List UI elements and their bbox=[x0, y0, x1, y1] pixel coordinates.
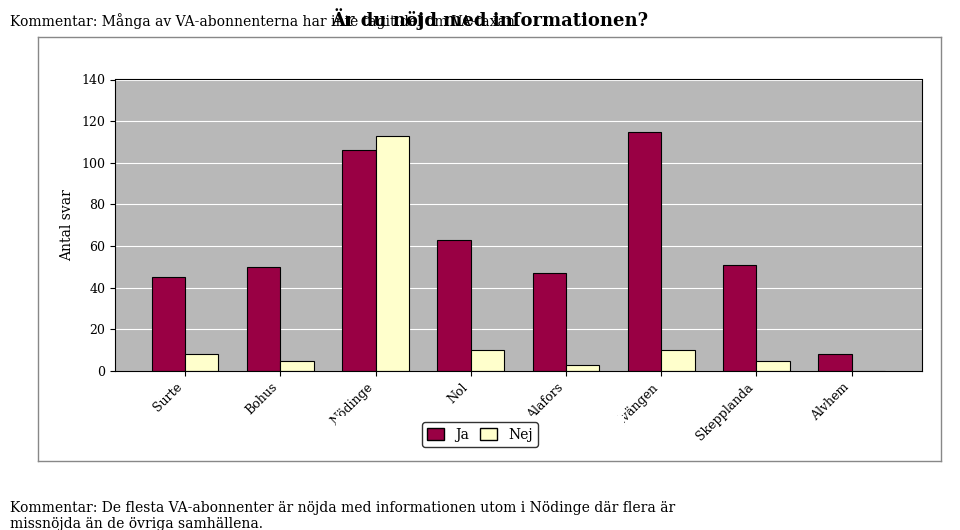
Bar bbox=[628, 131, 661, 371]
Y-axis label: Antal svar: Antal svar bbox=[60, 189, 75, 261]
Bar bbox=[756, 360, 790, 371]
Text: Kommentar: Många av VA-abonnenterna har inte tagit del om VA-taxan.: Kommentar: Många av VA-abonnenterna har … bbox=[10, 13, 518, 29]
Bar bbox=[152, 277, 185, 371]
Bar bbox=[375, 136, 409, 371]
Legend: Ja, Nej: Ja, Nej bbox=[421, 422, 539, 447]
Title: Är du nöjd med informationen?: Är du nöjd med informationen? bbox=[331, 8, 648, 30]
Bar bbox=[185, 355, 219, 371]
Bar bbox=[533, 273, 566, 371]
Text: Kommentar: De flesta VA-abonnenter är nöjda med informationen utom i Nödinge där: Kommentar: De flesta VA-abonnenter är nö… bbox=[10, 501, 675, 530]
Bar bbox=[438, 240, 470, 371]
Bar bbox=[343, 151, 375, 371]
Bar bbox=[566, 365, 599, 371]
Bar bbox=[470, 350, 504, 371]
Bar bbox=[723, 265, 756, 371]
Bar bbox=[280, 360, 314, 371]
Bar bbox=[661, 350, 694, 371]
Bar bbox=[247, 267, 280, 371]
Bar bbox=[818, 355, 852, 371]
